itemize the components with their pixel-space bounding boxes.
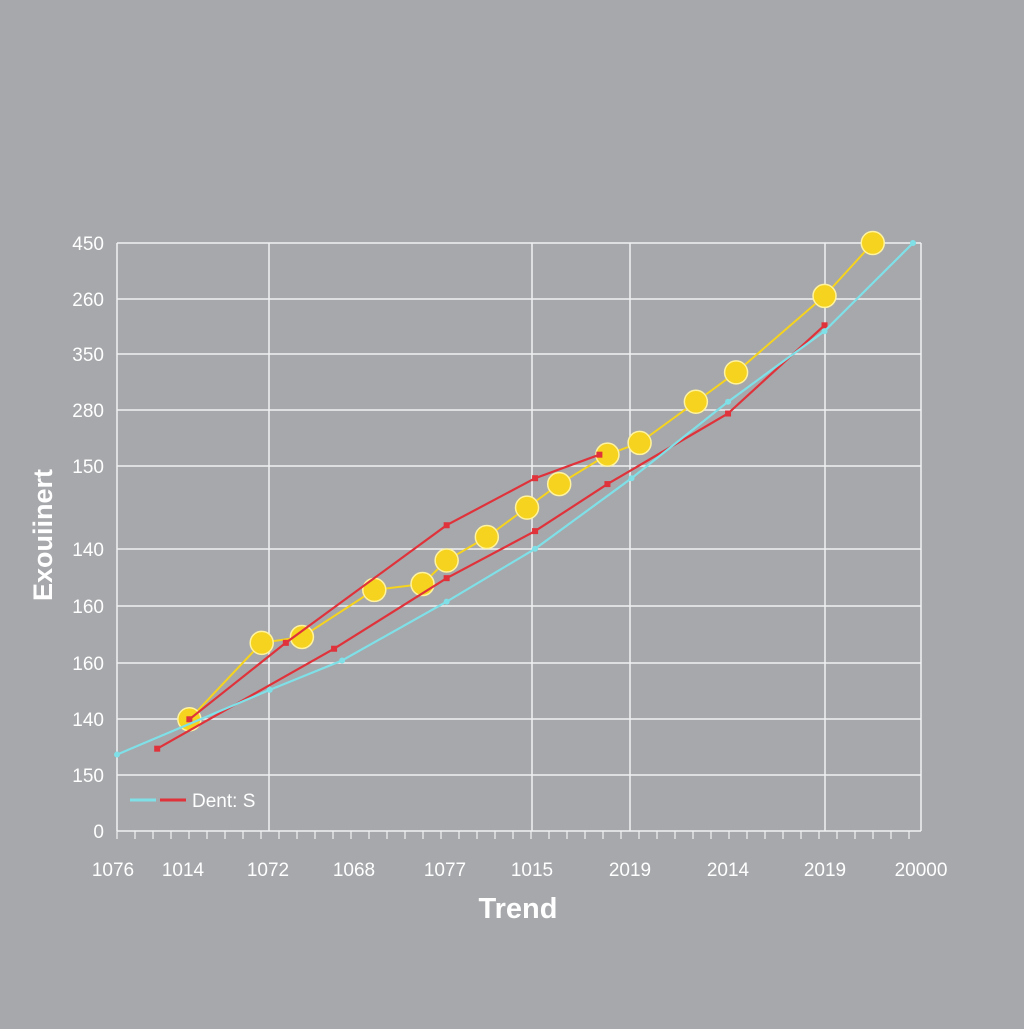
series-red-lower bbox=[154, 322, 828, 752]
y-tick-label: 160 bbox=[72, 654, 104, 675]
y-tick-label: 350 bbox=[72, 345, 104, 366]
y-tick-label: 150 bbox=[72, 457, 104, 478]
y-tick-label: 140 bbox=[72, 540, 104, 561]
data-point bbox=[596, 451, 603, 458]
data-point bbox=[114, 751, 120, 758]
x-tick-label: 2019 bbox=[609, 860, 651, 881]
data-point bbox=[627, 430, 652, 456]
data-point bbox=[909, 240, 916, 246]
data-point bbox=[154, 745, 161, 752]
y-tick-label: 280 bbox=[72, 401, 104, 422]
data-point bbox=[821, 322, 828, 329]
data-point bbox=[628, 475, 635, 482]
data-point bbox=[339, 657, 346, 664]
data-point bbox=[474, 524, 500, 550]
y-tick-label: 140 bbox=[72, 710, 104, 731]
data-point bbox=[514, 495, 540, 520]
axes: 450 260 350 280 150 140 160 160 140 150 0 1076 1014 1… bbox=[72, 234, 947, 881]
y-axis-title: Exouiinert bbox=[28, 469, 58, 601]
data-point bbox=[683, 389, 709, 415]
series-layer bbox=[114, 230, 916, 758]
legend: Dent: S bbox=[130, 791, 255, 812]
series-yellow-markers bbox=[177, 230, 886, 732]
data-point bbox=[532, 545, 539, 552]
data-point bbox=[443, 598, 450, 605]
y-tick-label: 450 bbox=[72, 234, 104, 255]
x-tick-label: 1076 bbox=[92, 860, 134, 881]
x-tick-label: 20000 bbox=[895, 860, 948, 881]
series-cyan-curve bbox=[114, 240, 916, 758]
grid bbox=[116, 242, 922, 832]
data-point bbox=[725, 398, 732, 405]
data-point bbox=[546, 471, 572, 497]
data-point bbox=[443, 575, 450, 582]
data-point bbox=[532, 475, 539, 482]
series-line bbox=[116, 242, 914, 756]
data-point bbox=[331, 645, 338, 652]
x-tick-label: 1015 bbox=[511, 860, 553, 881]
data-point bbox=[821, 328, 828, 335]
data-point bbox=[725, 410, 732, 417]
y-tick-label: 0 bbox=[93, 822, 104, 843]
series-red-upper bbox=[186, 451, 603, 723]
y-tick-label: 260 bbox=[72, 290, 104, 311]
legend-label: Dent: S bbox=[192, 791, 255, 812]
data-point bbox=[723, 360, 749, 385]
y-tick-label: 160 bbox=[72, 597, 104, 618]
x-tick-label: 1014 bbox=[162, 860, 205, 881]
y-tick-label: 150 bbox=[72, 766, 104, 787]
x-axis-title: Trend bbox=[479, 893, 558, 925]
x-tick-label: 2019 bbox=[804, 860, 846, 881]
x-tick-label: 2014 bbox=[707, 860, 750, 881]
data-point bbox=[186, 716, 193, 723]
x-tick-label: 1077 bbox=[424, 860, 466, 881]
x-tick-label: 1072 bbox=[247, 860, 289, 881]
data-point bbox=[604, 481, 611, 488]
data-point bbox=[249, 630, 274, 656]
data-point bbox=[443, 522, 450, 529]
data-point bbox=[434, 548, 459, 573]
x-tick-label: 1068 bbox=[333, 860, 375, 881]
data-point bbox=[362, 577, 387, 603]
data-point bbox=[266, 686, 273, 693]
data-point bbox=[812, 283, 837, 309]
data-point bbox=[860, 230, 886, 256]
data-point bbox=[595, 442, 620, 467]
data-point bbox=[289, 624, 315, 650]
data-point bbox=[532, 528, 539, 535]
data-point bbox=[282, 639, 289, 646]
